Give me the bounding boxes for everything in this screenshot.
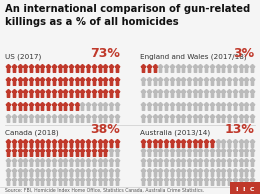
Text: B: B <box>236 187 240 192</box>
Text: 38%: 38% <box>90 123 120 136</box>
Text: Source: FBI, Homicide Index Home Office, Statistics Canada, Australia Crime Stat: Source: FBI, Homicide Index Home Office,… <box>5 188 204 193</box>
Text: US (2017): US (2017) <box>5 54 41 60</box>
Text: 13%: 13% <box>225 123 255 136</box>
Text: Australia (2013/14): Australia (2013/14) <box>140 129 211 136</box>
Text: Canada (2018): Canada (2018) <box>5 129 59 136</box>
Text: 3%: 3% <box>234 47 255 60</box>
Text: An international comparison of gun-related
killings as a % of all homicides: An international comparison of gun-relat… <box>5 4 250 27</box>
Text: England and Wales (2017/18): England and Wales (2017/18) <box>140 54 247 60</box>
Text: 73%: 73% <box>90 47 120 60</box>
Text: B: B <box>243 187 248 192</box>
Text: C: C <box>250 187 255 192</box>
